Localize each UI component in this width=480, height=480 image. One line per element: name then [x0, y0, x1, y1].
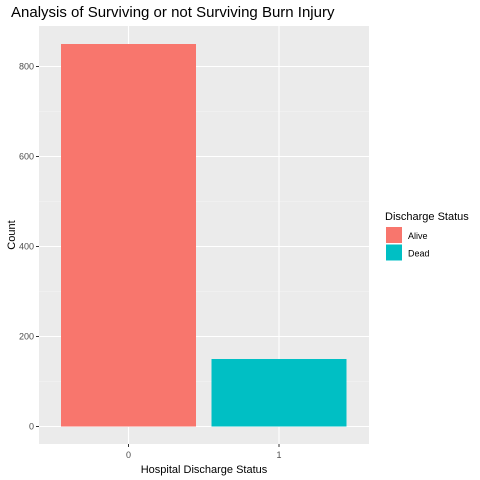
chart-title: Analysis of Surviving or not Surviving B… [11, 4, 335, 21]
bar-alive [61, 44, 196, 427]
legend-entries: Alive Dead [386, 227, 430, 261]
legend-label-dead: Dead [408, 249, 430, 259]
y-tick-label: 600 [19, 152, 34, 162]
y-tick-label: 400 [19, 242, 34, 252]
x-tick-label: 0 [126, 450, 131, 460]
y-tick-label: 200 [19, 332, 34, 342]
legend-key-alive [386, 227, 402, 243]
x-tick-label: 1 [276, 450, 281, 460]
y-tick-label: 0 [29, 422, 34, 432]
x-axis-title: Hospital Discharge Status [141, 464, 268, 476]
legend-label-alive: Alive [408, 231, 428, 241]
y-axis: 0 200 400 600 800 [19, 62, 39, 432]
legend-key-dead [386, 244, 402, 261]
bars [61, 44, 347, 427]
legend: Discharge Status Alive Dead [385, 211, 469, 261]
legend-title: Discharge Status [385, 211, 469, 223]
y-axis-title: Count [6, 220, 18, 249]
y-tick-label: 800 [19, 62, 34, 72]
bar-dead [211, 359, 347, 427]
